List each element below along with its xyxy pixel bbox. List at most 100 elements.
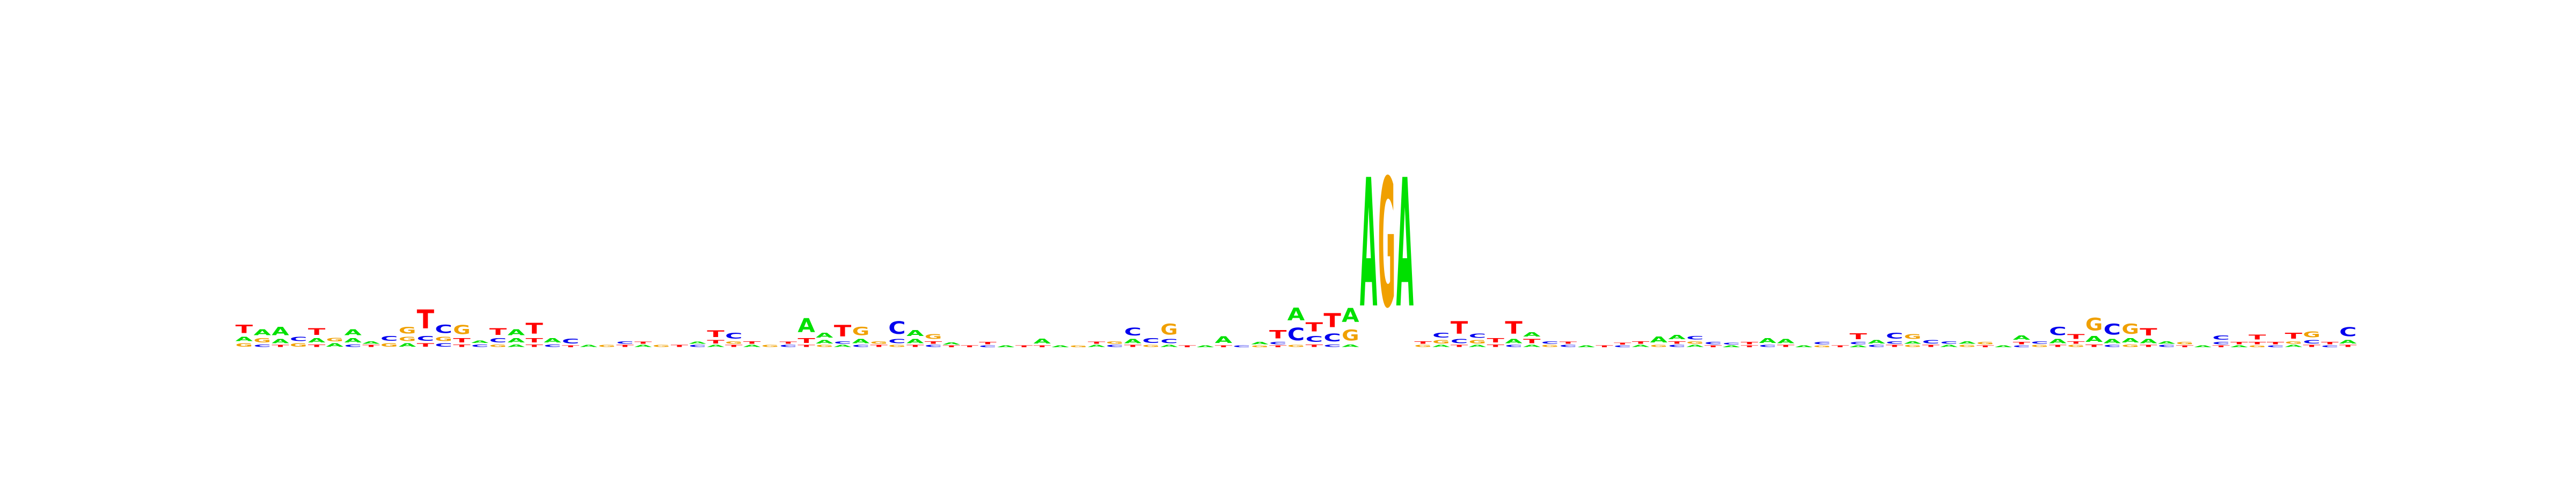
logo-letter-c: C [1505, 345, 1522, 348]
logo-letter-a: A [272, 338, 289, 345]
logo-letter-t: T [1451, 318, 1468, 338]
logo-letter-a: A [1034, 337, 1051, 345]
logo-letter-t: T [2067, 340, 2084, 344]
logo-letter-g: G [2085, 315, 2103, 334]
logo-letter-t: T [1179, 345, 1196, 348]
logo-letter-a: A [1088, 345, 1105, 348]
logo-letter-t: T [1849, 332, 1867, 341]
logo-letter-a: A [816, 339, 833, 345]
logo-letter-t: T [1323, 309, 1341, 332]
logo-letter-a: A [1287, 304, 1305, 325]
logo-letter-t: T [2085, 344, 2103, 348]
logo-letter-a: A [1849, 345, 1867, 348]
logo-letter-g: G [1650, 345, 1667, 348]
logo-letter-c: C [1849, 341, 1867, 345]
logo-letter-t: T [1922, 345, 1940, 348]
logo-letter-g: G [870, 340, 888, 344]
logo-letter-t: T [525, 320, 543, 338]
logo-letter-a: A [1523, 345, 1540, 348]
logo-letter-t: T [1832, 345, 1849, 348]
logo-letter-c: C [1723, 342, 1740, 345]
logo-letter-t: T [797, 336, 815, 345]
logo-letter-g: G [453, 323, 470, 337]
logo-letter-c: C [1106, 345, 1123, 348]
logo-letter-t: T [2013, 341, 2030, 345]
logo-letter-a: A [1342, 344, 1360, 348]
logo-letter-a: A [1523, 331, 1541, 338]
logo-letter-a: A [344, 338, 362, 344]
logo-letter-c: C [2321, 345, 2338, 348]
logo-letter-t: T [834, 322, 851, 340]
logo-letter-c: C [689, 345, 706, 348]
logo-letter-a: A [1342, 304, 1359, 326]
logo-letter-g: G [2121, 321, 2139, 337]
logo-letter-g: G [2121, 344, 2139, 348]
logo-letter-a: A [580, 345, 597, 348]
logo-letter-a: A [2194, 345, 2212, 348]
logo-letter-t: T [1088, 341, 1105, 345]
logo-letter-t: T [1977, 345, 1994, 348]
logo-letter-a: A [1668, 334, 1686, 340]
logo-letter-t: T [1614, 342, 1631, 345]
logo-letter-g: G [762, 345, 779, 348]
logo-letter-a: A [2140, 338, 2157, 345]
logo-letter-c: C [616, 341, 633, 345]
logo-letter-t: T [2049, 345, 2066, 348]
logo-letter-a: A [253, 328, 271, 337]
logo-letter-c: C [1142, 336, 1159, 345]
logo-letter-a: A [707, 345, 724, 348]
logo-letter-c: C [888, 338, 905, 345]
logo-letter-g: G [380, 342, 398, 348]
logo-letter-c: C [1269, 341, 1286, 345]
logo-letter-g: G [2303, 330, 2320, 339]
logo-letter-c: C [834, 341, 851, 345]
logo-letter-g: G [725, 340, 742, 344]
logo-letter-c: C [435, 323, 452, 336]
logo-letter-c: C [290, 336, 307, 343]
logo-letter-a: A [1795, 345, 1812, 348]
logo-letter-a: A [1995, 345, 2012, 348]
logo-letter-g: G [253, 337, 270, 343]
logo-letter-a: A [997, 345, 1014, 348]
logo-letter-g: G [2031, 345, 2048, 348]
logo-letter-t: T [1505, 318, 1523, 338]
logo-letter-c: C [1759, 345, 1776, 348]
logo-letter-a: A [943, 342, 960, 345]
logo-letter-c: C [1323, 332, 1341, 344]
logo-letter-c: C [2104, 345, 2121, 348]
logo-letter-c: C [1868, 345, 1885, 348]
logo-letter-c: C [1160, 338, 1177, 345]
logo-letter-c: C [1614, 345, 1631, 348]
logo-letter-t: T [671, 345, 688, 348]
logo-letter-g: G [1686, 340, 1703, 344]
logo-letter-a: A [1469, 345, 1486, 348]
logo-letter-a: A [2049, 338, 2067, 345]
logo-letter-c: C [2212, 341, 2229, 345]
logo-letter-a: A [544, 338, 561, 344]
logo-letter-t: T [1668, 340, 1685, 344]
logo-letter-c: C [925, 345, 942, 348]
logo-letter-t: T [2285, 331, 2302, 340]
logo-letter-t: T [453, 337, 471, 343]
logo-letter-c: C [344, 344, 361, 348]
logo-letter-t: T [961, 345, 978, 348]
logo-letter-a: A [834, 345, 851, 348]
logo-letter-t: T [979, 341, 996, 345]
logo-letter-c: C [1922, 339, 1940, 345]
logo-letter-a: A [1759, 336, 1776, 345]
logo-letter-g: G [1160, 321, 1177, 338]
logo-letter-a: A [1650, 335, 1668, 345]
logo-letter-t: T [1215, 345, 1232, 348]
logo-letter-t: T [743, 340, 760, 344]
logo-letter-t: T [707, 329, 724, 339]
logo-letter-c: C [979, 345, 996, 348]
logo-letter-t: T [1306, 320, 1323, 334]
logo-letter-a: A [1051, 345, 1069, 348]
logo-letter-a: A [1632, 345, 1649, 348]
logo-letter-a: A [1904, 341, 1922, 345]
logo-letter-a: A [236, 336, 253, 342]
logo-letter-t: T [2140, 345, 2157, 348]
logo-letter-t: T [1596, 345, 1613, 348]
logo-letter-c: C [1124, 326, 1141, 338]
